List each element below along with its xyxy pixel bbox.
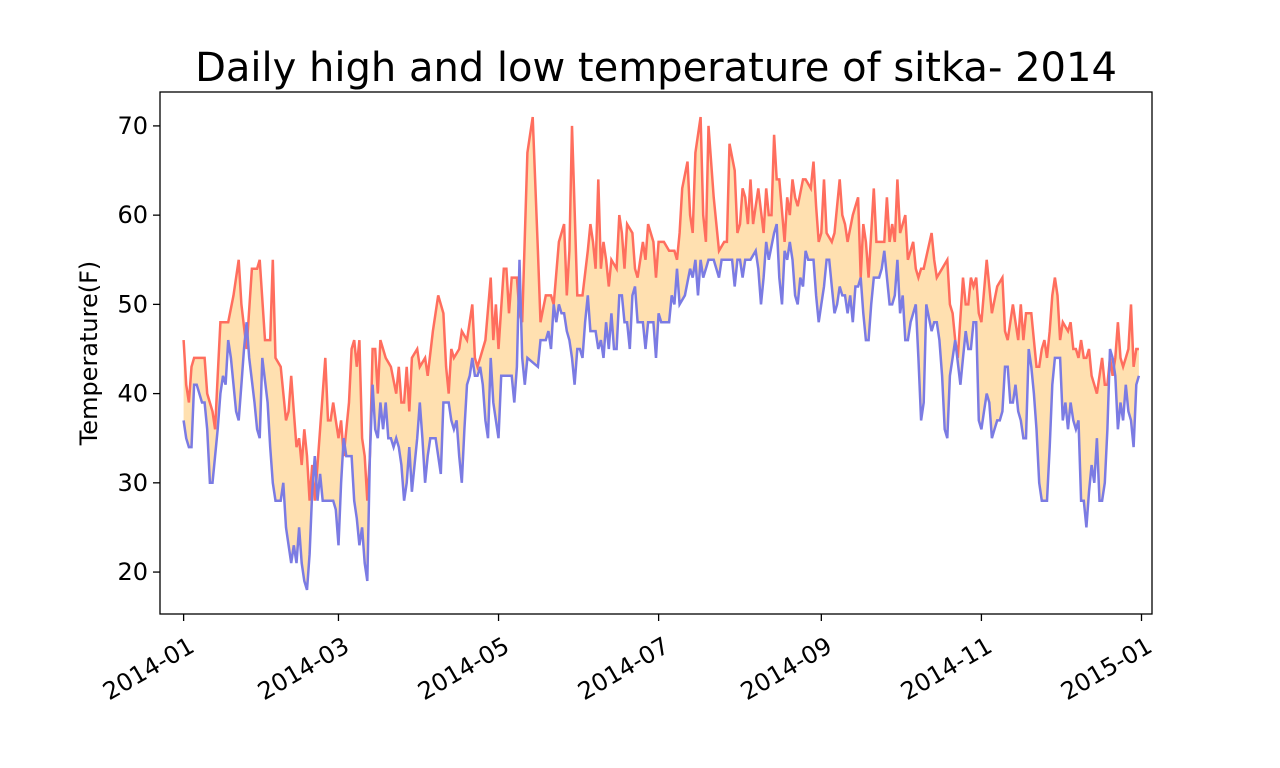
plot-frame bbox=[159, 91, 1153, 615]
chart-title: Daily high and low temperature of sitka-… bbox=[195, 45, 1117, 91]
y-axis-label: Temperature(F) bbox=[75, 261, 103, 447]
low-temperature-line bbox=[182, 223, 1141, 591]
high-temperature-line bbox=[182, 116, 1139, 501]
y-tick-label: 40 bbox=[117, 380, 148, 408]
y-axis: 20 30 40 50 60 70 bbox=[117, 112, 160, 586]
y-tick-label: 70 bbox=[117, 112, 148, 140]
y-tick-label: 30 bbox=[117, 469, 148, 497]
plot-area bbox=[182, 116, 1141, 591]
y-tick-label: 50 bbox=[117, 290, 148, 318]
high-low-band bbox=[183, 117, 1139, 590]
y-tick-label: 20 bbox=[117, 558, 148, 586]
y-tick-label: 60 bbox=[117, 201, 148, 229]
